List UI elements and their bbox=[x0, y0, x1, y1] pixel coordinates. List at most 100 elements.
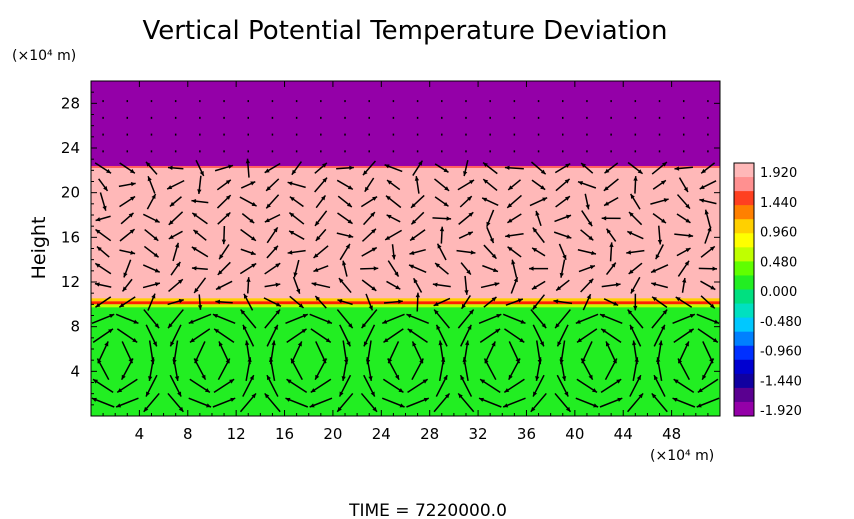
velocity-arrow bbox=[633, 293, 638, 311]
velocity-arrow bbox=[289, 196, 304, 208]
velocity-arrow bbox=[145, 324, 158, 347]
velocity-arrow bbox=[410, 211, 425, 225]
velocity-arrow bbox=[337, 212, 353, 225]
velocity-arrow bbox=[94, 262, 112, 275]
velocity-arrow bbox=[651, 282, 668, 289]
velocity-arrow bbox=[580, 278, 594, 293]
velocity-arrow bbox=[145, 161, 158, 175]
velocity-arrow bbox=[434, 178, 450, 192]
velocity-arrow bbox=[626, 249, 645, 255]
upper-interface-line bbox=[91, 165, 720, 168]
velocity-arrow bbox=[264, 392, 281, 413]
velocity-arrow bbox=[92, 378, 114, 394]
velocity-arrow bbox=[627, 230, 644, 240]
velocity-arrow bbox=[264, 162, 281, 174]
velocity-arrow bbox=[459, 195, 473, 208]
velocity-arrow bbox=[535, 340, 542, 365]
velocity-arrow bbox=[458, 231, 474, 240]
velocity-arrow bbox=[553, 231, 572, 239]
velocity-arrow bbox=[386, 179, 401, 191]
velocity-arrow bbox=[172, 340, 179, 365]
velocity-arrow bbox=[119, 228, 136, 242]
velocity-arrow bbox=[702, 341, 714, 364]
velocity-arrow bbox=[554, 162, 571, 174]
y-tick-label: 20 bbox=[61, 184, 80, 202]
velocity-arrow bbox=[406, 313, 429, 325]
velocity-arrow bbox=[507, 213, 522, 224]
velocity-arrow bbox=[336, 165, 354, 170]
velocity-arrow bbox=[116, 378, 138, 394]
velocity-arrow bbox=[652, 179, 667, 190]
velocity-arrow bbox=[119, 195, 136, 208]
velocity-arrow bbox=[336, 232, 354, 239]
velocity-arrow bbox=[601, 216, 621, 221]
velocity-arrow bbox=[432, 216, 452, 221]
velocity-arrow bbox=[656, 340, 663, 365]
velocity-arrow bbox=[510, 276, 519, 294]
colorbar-swatch bbox=[734, 233, 754, 248]
velocity-arrow bbox=[556, 374, 569, 397]
temperature-layer-2 bbox=[91, 81, 720, 167]
velocity-arrow bbox=[338, 374, 352, 397]
velocity-arrow bbox=[167, 392, 184, 413]
velocity-arrow bbox=[507, 246, 522, 258]
velocity-arrow bbox=[166, 179, 185, 190]
velocity-arrow bbox=[288, 212, 305, 225]
velocity-arrow bbox=[189, 378, 211, 394]
velocity-arrow bbox=[309, 313, 333, 325]
velocity-arrow bbox=[293, 259, 300, 278]
velocity-arrow bbox=[653, 324, 666, 347]
velocity-arrow bbox=[407, 328, 428, 343]
velocity-arrow bbox=[463, 159, 469, 177]
velocity-arrow bbox=[410, 194, 425, 209]
velocity-arrow bbox=[555, 195, 571, 208]
velocity-arrow bbox=[558, 243, 567, 261]
velocity-arrow bbox=[337, 299, 353, 306]
velocity-arrow bbox=[532, 374, 545, 397]
velocity-arrow bbox=[116, 328, 138, 343]
velocity-arrow bbox=[217, 211, 231, 225]
velocity-arrow bbox=[479, 328, 501, 343]
velocity-arrow bbox=[121, 278, 133, 292]
velocity-arrow bbox=[555, 279, 570, 292]
velocity-arrow bbox=[197, 175, 202, 195]
velocity-arrow bbox=[215, 280, 233, 291]
velocity-arrow bbox=[310, 328, 332, 343]
velocity-arrow bbox=[531, 280, 546, 290]
velocity-arrow bbox=[337, 195, 353, 208]
velocity-arrow bbox=[241, 213, 255, 224]
velocity-arrow bbox=[239, 262, 257, 275]
velocity-arrow bbox=[555, 178, 571, 192]
velocity-arrow bbox=[604, 162, 619, 174]
velocity-arrow bbox=[287, 249, 306, 255]
velocity-arrow bbox=[478, 313, 502, 325]
velocity-arrow bbox=[559, 259, 566, 278]
velocity-arrow bbox=[364, 177, 375, 193]
velocity-arrow bbox=[99, 192, 107, 211]
colorbar-swatch bbox=[734, 261, 754, 276]
velocity-arrow bbox=[576, 328, 598, 343]
velocity-arrow bbox=[313, 245, 329, 259]
velocity-arrow bbox=[361, 246, 378, 257]
velocity-arrow bbox=[681, 277, 687, 293]
velocity-arrow bbox=[244, 340, 251, 365]
velocity-arrow bbox=[287, 181, 306, 189]
velocity-arrow bbox=[216, 179, 232, 191]
velocity-arrow bbox=[459, 374, 473, 397]
velocity-arrow bbox=[677, 260, 690, 277]
velocity-arrow bbox=[215, 299, 233, 304]
x-tick-label: 20 bbox=[323, 425, 342, 443]
y-tick-label: 8 bbox=[70, 318, 80, 336]
velocity-arrow bbox=[142, 264, 161, 273]
velocity-arrow bbox=[97, 341, 109, 364]
velocity-arrow bbox=[286, 328, 307, 343]
velocity-arrow bbox=[531, 179, 546, 191]
velocity-arrow bbox=[315, 195, 327, 209]
velocity-arrow bbox=[577, 248, 597, 256]
velocity-arrow bbox=[554, 309, 571, 329]
velocity-arrow bbox=[652, 213, 667, 224]
velocity-arrow bbox=[383, 328, 404, 343]
velocity-arrow bbox=[605, 262, 617, 276]
velocity-arrow bbox=[142, 213, 160, 224]
velocity-arrow bbox=[381, 397, 405, 408]
